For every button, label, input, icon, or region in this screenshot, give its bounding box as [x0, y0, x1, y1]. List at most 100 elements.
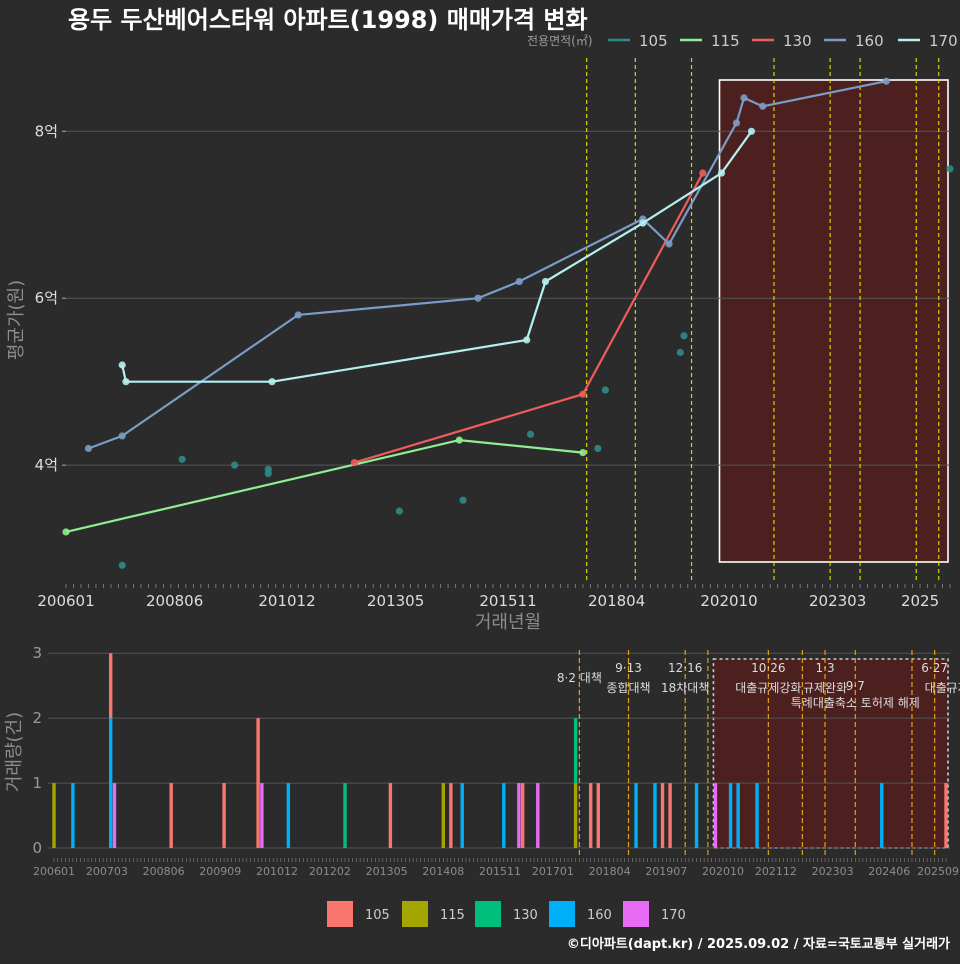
bar-160 [634, 783, 638, 848]
annotation-label: 종합대책 [606, 680, 650, 695]
data-point-105 [676, 348, 684, 357]
x-tick-label: 201701 [532, 865, 574, 878]
annotation-date: 10·26 [751, 661, 785, 675]
series-line-170 [121, 130, 753, 383]
y-tick-label: 4억 [35, 456, 58, 474]
bar-170 [536, 783, 540, 848]
data-point-170 [717, 169, 726, 177]
annotation-label: 규제완화 [803, 681, 847, 695]
x-tick-label: 2025 [901, 592, 939, 610]
x-tick-label: 200601 [33, 865, 75, 878]
annotation-label: 18차대책 [661, 680, 709, 695]
x-tick-label: 200806 [143, 865, 185, 878]
x-tick-label: 200601 [37, 592, 94, 610]
x-tick-label: 202303 [812, 865, 854, 878]
data-point-160 [474, 294, 482, 302]
x-tick-label: 201408 [422, 865, 464, 878]
data-point-160 [118, 432, 126, 440]
bar-115 [573, 783, 578, 848]
price-panel: 4억 6억 8억 200601 200806 201012 201305 201511 2018… [6, 58, 954, 633]
bar-105 [596, 783, 600, 848]
x-tick-label: 201202 [309, 865, 351, 878]
bar-160 [694, 783, 699, 848]
data-point-170 [541, 277, 550, 286]
x-tick-label: 200806 [146, 592, 203, 610]
y-tick-label: 1 [32, 774, 42, 792]
data-point-130 [350, 459, 359, 467]
bar-160 [460, 783, 464, 848]
bar-160 [502, 783, 506, 848]
legend-label-170: 170 [929, 32, 958, 50]
data-point-170 [122, 378, 130, 386]
y-tick-label: 0 [32, 839, 42, 857]
legend-label-160: 160 [587, 908, 612, 923]
bar-105 [944, 783, 948, 848]
data-point-105 [459, 496, 467, 504]
bar-105 [520, 783, 525, 848]
y-axis-title: 평균가(원) [6, 280, 27, 360]
x-tick-label: 202303 [809, 592, 866, 610]
data-point-105 [946, 165, 954, 173]
annotation-label: 대출규제 [925, 681, 960, 695]
data-point-105 [178, 455, 186, 463]
bar-115 [52, 783, 56, 848]
x-tick-label: 201012 [258, 592, 315, 610]
y-tick-label: 3 [32, 644, 42, 662]
bar-105 [388, 783, 393, 848]
bar-170 [260, 783, 264, 848]
legend-label-115: 115 [711, 32, 740, 50]
bar-160 [728, 783, 733, 848]
data-point-170 [747, 127, 756, 135]
annotation-label: 대출규제강화 [735, 681, 801, 695]
bar-170 [112, 783, 117, 848]
legend-label-160: 160 [855, 32, 884, 50]
annotation-date: 1·3 [816, 661, 835, 675]
data-point-115 [579, 449, 587, 457]
line-legend: 전용면적(㎡) 105 115 130 160 170 [527, 32, 958, 50]
data-point-105 [118, 561, 126, 569]
data-point-170 [639, 219, 647, 227]
data-point-160 [665, 240, 673, 248]
data-point-105 [594, 444, 602, 453]
data-point-160 [759, 102, 767, 110]
legend-label-105: 105 [639, 32, 668, 50]
legend-label-130: 130 [783, 32, 812, 50]
bar-160 [653, 783, 657, 848]
annotation-date: 9·13 [615, 661, 642, 675]
data-point-105 [395, 507, 403, 515]
data-point-170 [268, 378, 276, 386]
annotation-label: 8·2 대책 [557, 670, 602, 685]
x-tick-label: 201305 [367, 592, 424, 610]
x-tick-label: 201012 [256, 865, 298, 878]
data-point-105 [230, 461, 239, 469]
y-axis-title: 거래량(건) [4, 712, 25, 792]
y-tick-label: 8억 [35, 122, 58, 140]
x-tick-label: 201804 [589, 865, 631, 878]
x-tick-label: 202406 [868, 865, 910, 878]
x-tick-label: 202509 [917, 865, 959, 878]
data-point-105 [526, 430, 535, 438]
bar-105 [256, 718, 260, 848]
bar-160 [880, 783, 884, 848]
data-point-105 [264, 469, 272, 478]
annotation-label: 9·7 [846, 679, 865, 693]
bar-105 [222, 783, 226, 848]
annotation-date: 6·27 [921, 661, 948, 675]
x-tick-label: 202010 [700, 592, 757, 610]
bar-160 [286, 783, 291, 848]
legend-label-130: 130 [513, 908, 538, 923]
data-point-160 [882, 77, 890, 85]
chart-title: 용두 두산베어스타워 아파트(1998) 매매가격 변화 [68, 6, 588, 34]
data-point-105 [680, 332, 688, 340]
bar-legend: 105 115 130 160 170 [327, 901, 686, 927]
bar-105 [169, 783, 173, 848]
bar-130 [343, 783, 347, 848]
x-tick-label: 201907 [645, 865, 687, 878]
data-point-115 [455, 436, 463, 444]
data-point-115 [62, 528, 70, 536]
data-point-160 [515, 277, 523, 286]
bar-160 [736, 783, 740, 848]
x-tick-label: 200703 [86, 865, 128, 878]
annotation-date: 12·16 [668, 661, 702, 675]
